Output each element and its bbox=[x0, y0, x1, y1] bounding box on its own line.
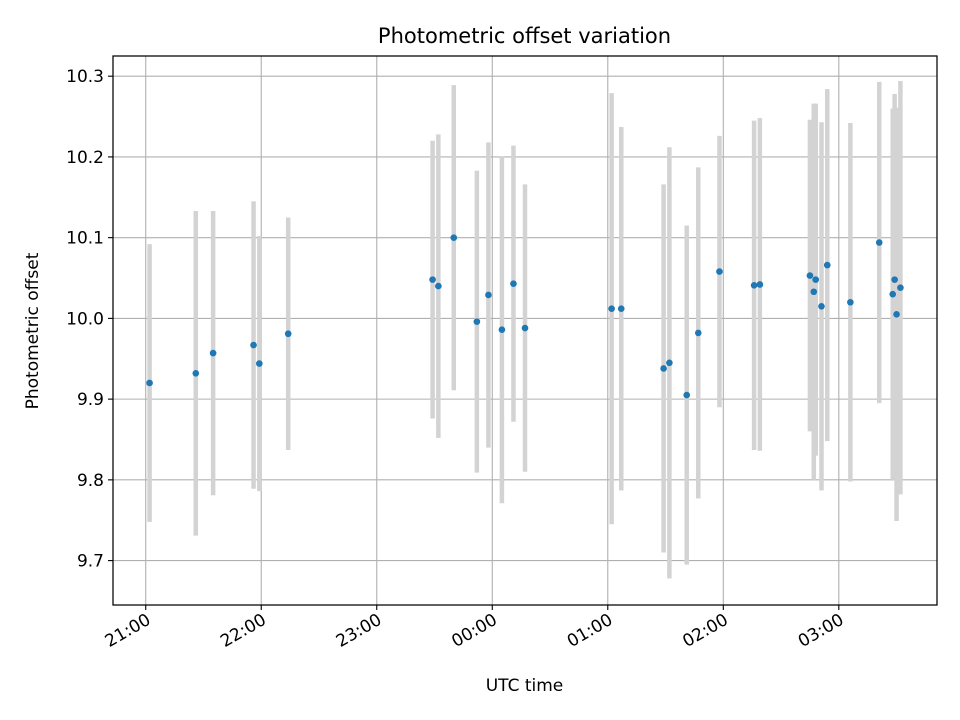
y-tick-label: 10.1 bbox=[66, 229, 104, 249]
y-tick-label: 10.0 bbox=[66, 309, 104, 329]
data-point bbox=[485, 291, 492, 299]
data-point bbox=[812, 276, 820, 283]
data-point bbox=[818, 302, 825, 310]
data-point bbox=[209, 349, 217, 357]
data-point bbox=[256, 360, 263, 367]
data-point bbox=[498, 326, 506, 333]
data-point bbox=[806, 272, 814, 279]
data-point bbox=[473, 318, 481, 325]
data-point bbox=[810, 288, 818, 296]
data-point bbox=[750, 281, 758, 289]
data-point bbox=[450, 234, 458, 241]
data-point bbox=[875, 239, 883, 246]
data-point bbox=[435, 282, 442, 290]
y-axis-label: Photometric offset bbox=[23, 252, 43, 409]
data-point bbox=[694, 329, 702, 337]
data-point bbox=[429, 276, 436, 283]
data-point bbox=[891, 276, 898, 283]
data-point bbox=[683, 391, 691, 399]
data-point bbox=[192, 369, 200, 377]
data-point bbox=[660, 365, 667, 372]
y-tick-label: 9.9 bbox=[77, 390, 104, 410]
data-points bbox=[146, 234, 904, 399]
data-point bbox=[608, 305, 615, 313]
y-tick-label: 10.2 bbox=[66, 148, 104, 168]
y-tick-label: 10.3 bbox=[66, 67, 104, 87]
data-point bbox=[823, 261, 831, 269]
data-point bbox=[897, 284, 904, 292]
y-tick-label: 9.8 bbox=[77, 471, 104, 491]
x-axis-label: UTC time bbox=[486, 676, 564, 696]
data-point bbox=[284, 330, 292, 338]
data-point bbox=[889, 290, 897, 298]
data-point bbox=[510, 280, 517, 287]
y-tick-label: 9.7 bbox=[77, 552, 104, 572]
data-point bbox=[847, 298, 854, 306]
data-point bbox=[716, 268, 723, 275]
data-point bbox=[617, 305, 625, 313]
y-axis-ticks: 9.7 9.8 9.9 10.0 10.1 10.2 10.3 bbox=[66, 67, 113, 572]
data-point bbox=[146, 379, 153, 387]
data-point bbox=[756, 281, 764, 288]
data-point bbox=[893, 311, 900, 318]
chart-title: Photometric offset variation bbox=[378, 24, 671, 48]
data-point bbox=[250, 341, 257, 349]
plot-area-frame bbox=[112, 55, 938, 606]
data-point bbox=[666, 359, 673, 367]
data-point bbox=[521, 324, 529, 332]
